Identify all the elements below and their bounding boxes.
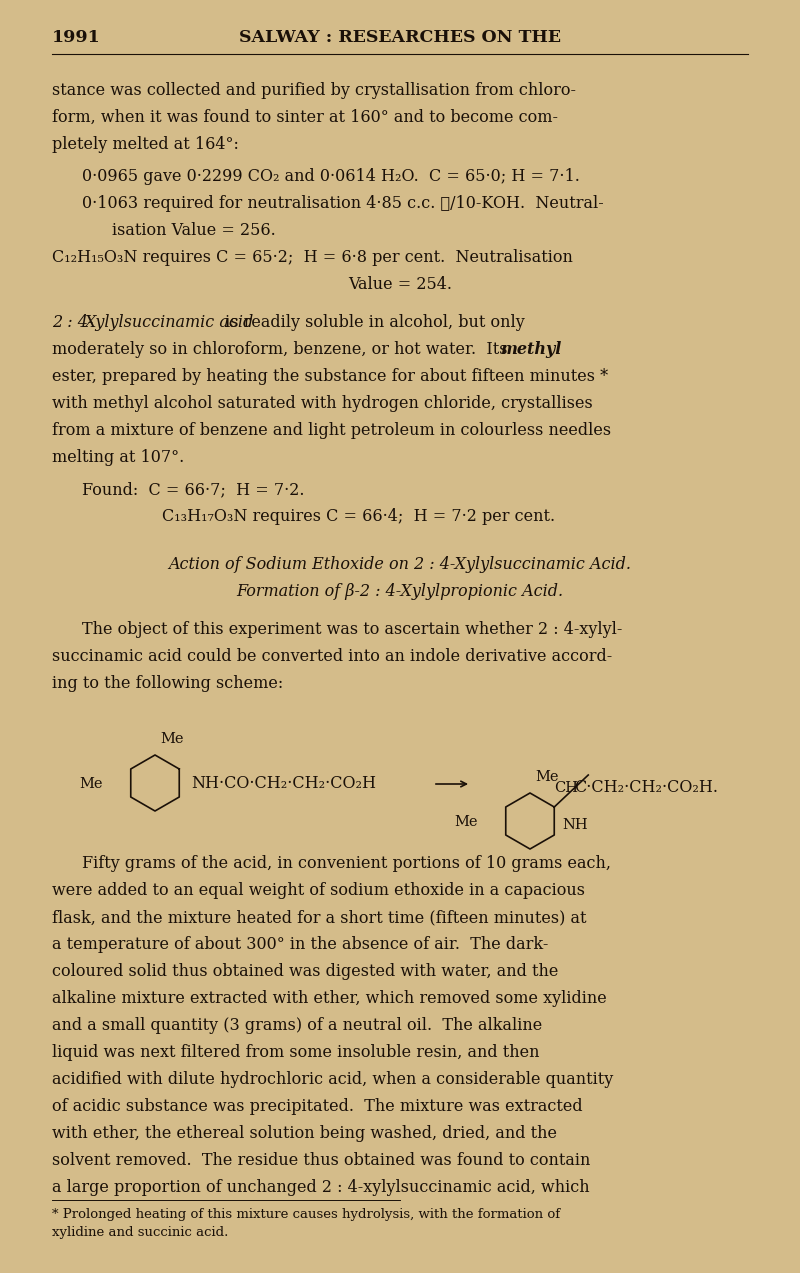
Text: SALWAY : RESEARCHES ON THE: SALWAY : RESEARCHES ON THE — [239, 29, 561, 46]
Text: Action of Sodium Ethoxide on 2 : 4-Xylylsuccinamic Acid.: Action of Sodium Ethoxide on 2 : 4-Xylyl… — [169, 556, 631, 573]
Text: from a mixture of benzene and light petroleum in colourless needles: from a mixture of benzene and light petr… — [52, 423, 611, 439]
Text: Me: Me — [535, 770, 558, 784]
Text: Xylylsuccinamic acid: Xylylsuccinamic acid — [84, 314, 254, 331]
Text: were added to an equal weight of sodium ethoxide in a capacious: were added to an equal weight of sodium … — [52, 882, 585, 899]
Text: Value = 254.: Value = 254. — [348, 276, 452, 293]
Text: 1991: 1991 — [52, 29, 101, 46]
Text: NH: NH — [562, 819, 588, 833]
Text: 0·0965 gave 0·2299 CO₂ and 0·0614 H₂O.  C = 65·0; H = 7·1.: 0·0965 gave 0·2299 CO₂ and 0·0614 H₂O. C… — [82, 168, 580, 185]
Text: stance was collected and purified by crystallisation from chloro-: stance was collected and purified by cry… — [52, 81, 576, 99]
Text: a temperature of about 300° in the absence of air.  The dark-: a temperature of about 300° in the absen… — [52, 936, 548, 953]
Text: * Prolonged heating of this mixture causes hydrolysis, with the formation of: * Prolonged heating of this mixture caus… — [52, 1208, 560, 1221]
Text: NH·CO·CH₂·CH₂·CO₂H: NH·CO·CH₂·CH₂·CO₂H — [191, 775, 376, 792]
Text: a large proportion of unchanged 2 : 4-xylylsuccinamic acid, which: a large proportion of unchanged 2 : 4-xy… — [52, 1179, 590, 1197]
Text: coloured solid thus obtained was digested with water, and the: coloured solid thus obtained was digeste… — [52, 962, 558, 980]
Text: methyl: methyl — [500, 341, 562, 358]
Text: flask, and the mixture heated for a short time (fifteen minutes) at: flask, and the mixture heated for a shor… — [52, 909, 586, 925]
Text: and a small quantity (3 grams) of a neutral oil.  The alkaline: and a small quantity (3 grams) of a neut… — [52, 1017, 542, 1034]
Text: Fifty grams of the acid, in convenient portions of 10 grams each,: Fifty grams of the acid, in convenient p… — [82, 855, 611, 872]
Text: 2 : 4-: 2 : 4- — [52, 314, 94, 331]
Text: of acidic substance was precipitated.  The mixture was extracted: of acidic substance was precipitated. Th… — [52, 1099, 582, 1115]
Text: C·CH₂·CH₂·CO₂H.: C·CH₂·CH₂·CO₂H. — [574, 779, 718, 796]
Text: Found:  C = 66·7;  H = 7·2.: Found: C = 66·7; H = 7·2. — [82, 481, 305, 498]
Text: with ether, the ethereal solution being washed, dried, and the: with ether, the ethereal solution being … — [52, 1125, 557, 1142]
Text: with methyl alcohol saturated with hydrogen chloride, crystallises: with methyl alcohol saturated with hydro… — [52, 395, 593, 412]
Text: alkaline mixture extracted with ether, which removed some xylidine: alkaline mixture extracted with ether, w… — [52, 990, 606, 1007]
Text: Me: Me — [160, 732, 183, 746]
Text: acidified with dilute hydrochloric acid, when a considerable quantity: acidified with dilute hydrochloric acid,… — [52, 1071, 614, 1088]
Text: succinamic acid could be converted into an indole derivative accord-: succinamic acid could be converted into … — [52, 648, 612, 665]
Text: liquid was next filtered from some insoluble resin, and then: liquid was next filtered from some insol… — [52, 1044, 539, 1060]
Text: pletely melted at 164°:: pletely melted at 164°: — [52, 136, 239, 153]
Text: form, when it was found to sinter at 160° and to become com-: form, when it was found to sinter at 160… — [52, 109, 558, 126]
Text: melting at 107°.: melting at 107°. — [52, 449, 184, 466]
Text: CH: CH — [554, 782, 578, 796]
Text: C₁₃H₁₇O₃N requires C = 66·4;  H = 7·2 per cent.: C₁₃H₁₇O₃N requires C = 66·4; H = 7·2 per… — [162, 508, 555, 524]
Text: solvent removed.  The residue thus obtained was found to contain: solvent removed. The residue thus obtain… — [52, 1152, 590, 1169]
Text: ing to the following scheme:: ing to the following scheme: — [52, 675, 283, 693]
Text: isation Value = 256.: isation Value = 256. — [112, 222, 276, 239]
Text: Me: Me — [79, 777, 102, 791]
Text: The object of this experiment was to ascertain whether 2 : 4-xylyl-: The object of this experiment was to asc… — [82, 621, 622, 638]
Text: is readily soluble in alcohol, but only: is readily soluble in alcohol, but only — [220, 314, 525, 331]
Text: Formation of β-2 : 4-Xylylpropionic Acid.: Formation of β-2 : 4-Xylylpropionic Acid… — [237, 583, 563, 600]
Text: ester, prepared by heating the substance for about fifteen minutes *: ester, prepared by heating the substance… — [52, 368, 608, 384]
Text: xylidine and succinic acid.: xylidine and succinic acid. — [52, 1226, 228, 1239]
Text: moderately so in chloroform, benzene, or hot water.  Its: moderately so in chloroform, benzene, or… — [52, 341, 513, 358]
Text: Me: Me — [454, 815, 478, 829]
Text: 0·1063 required for neutralisation 4·85 c.c. ℹ/10-KOH.  Neutral-: 0·1063 required for neutralisation 4·85 … — [82, 195, 604, 213]
Text: C₁₂H₁₅O₃N requires C = 65·2;  H = 6·8 per cent.  Neutralisation: C₁₂H₁₅O₃N requires C = 65·2; H = 6·8 per… — [52, 250, 573, 266]
